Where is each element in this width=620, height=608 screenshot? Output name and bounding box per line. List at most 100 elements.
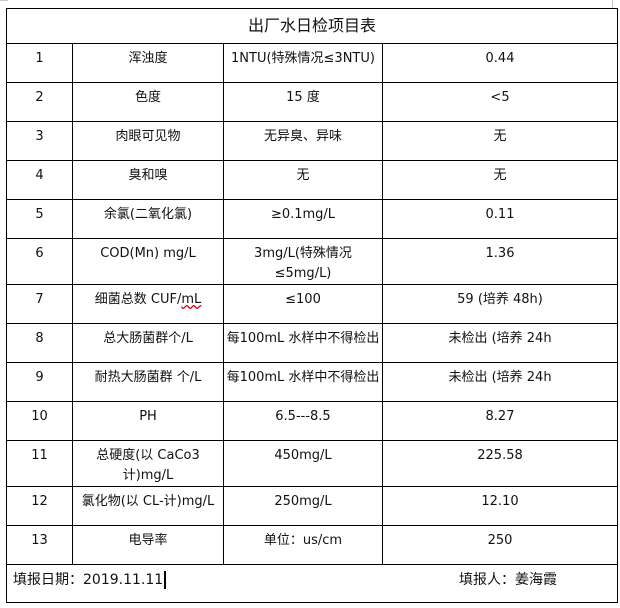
result-value[interactable]: 1.36 — [381, 238, 619, 285]
table-row: 4 臭和嗅 无 无 — [6, 160, 619, 200]
page-corner-mark — [612, 0, 613, 8]
result-value-text: 0.44 — [485, 51, 515, 66]
result-value[interactable]: 无 — [381, 160, 619, 200]
result-value[interactable]: 250 — [381, 525, 619, 565]
item-name[interactable]: 总硬度(以 CaCo3 计)mg/L — [72, 440, 224, 487]
row-number[interactable]: 12 — [6, 486, 73, 526]
result-value[interactable]: 59 (培养 48h) — [381, 284, 619, 324]
table-row: 5 余氯(二氧化氯) ≥0.1mg/L 0.11 — [6, 199, 619, 239]
unit-text: mL — [181, 292, 202, 307]
item-name[interactable]: 臭和嗅 — [72, 160, 224, 200]
row-number-text: 8 — [35, 331, 44, 346]
item-name[interactable]: 浑浊度 — [72, 43, 224, 83]
result-value-text: 12.10 — [481, 494, 519, 509]
row-number[interactable]: 5 — [6, 199, 73, 239]
item-name[interactable]: 细菌总数 CUF/mL — [72, 284, 224, 324]
standard-value[interactable]: 15 度 — [223, 82, 383, 122]
standard-value[interactable]: 每100mL 水样中不得检出 — [223, 323, 383, 363]
result-value[interactable]: <5 — [381, 82, 619, 122]
result-value[interactable]: 未检出 (培养 24h — [381, 362, 619, 402]
standard-value[interactable]: 无异臭、异味 — [223, 121, 383, 161]
result-value-text: 8.27 — [485, 409, 515, 424]
row-number[interactable]: 7 — [6, 284, 73, 324]
row-number[interactable]: 10 — [6, 401, 73, 441]
item-name[interactable]: PH — [72, 401, 224, 441]
result-value[interactable]: 未检出 (培养 24h — [381, 323, 619, 363]
table-row: 10 PH 6.5---8.5 8.27 — [6, 401, 619, 441]
standard-value-text: 3mg/L(特殊情况≤5mg/L) — [254, 246, 352, 281]
item-name-text: 氯化物(以 CL-计)mg/L — [81, 494, 215, 509]
row-number[interactable]: 4 — [6, 160, 73, 200]
result-value-text: 59 (培养 48h) — [457, 292, 543, 307]
item-name[interactable]: 总大肠菌群个/L — [72, 323, 224, 363]
table-row: 7 细菌总数 CUF/mL ≤100 59 (培养 48h) — [6, 284, 619, 324]
standard-value-text: 单位：us/cm — [263, 533, 343, 548]
item-name[interactable]: 电导率 — [72, 525, 224, 565]
standard-value[interactable]: 450mg/L — [223, 440, 383, 487]
result-value-text: 0.11 — [485, 207, 515, 222]
result-value-text: 250 — [487, 533, 513, 548]
row-number-text: 13 — [31, 533, 48, 548]
footer-row[interactable]: 填报日期：2019.11.11 填报人：姜海霞 — [5, 564, 619, 603]
item-name[interactable]: 氯化物(以 CL-计)mg/L — [72, 486, 224, 526]
result-value-text: 无 — [493, 129, 507, 144]
row-number-text: 7 — [35, 292, 44, 307]
item-name-text: 色度 — [134, 90, 161, 105]
result-value[interactable]: 8.27 — [381, 401, 619, 441]
item-name[interactable]: COD(Mn) mg/L — [72, 238, 224, 285]
row-number[interactable]: 9 — [6, 362, 73, 402]
standard-value[interactable]: 无 — [223, 160, 383, 200]
table-row: 2 色度 15 度 <5 — [6, 82, 619, 122]
row-number-text: 1 — [35, 51, 44, 66]
result-value[interactable]: 225.58 — [381, 440, 619, 487]
row-number[interactable]: 2 — [6, 82, 73, 122]
table-row: 13 电导率 单位：us/cm 250 — [6, 525, 619, 565]
row-number[interactable]: 13 — [6, 525, 73, 565]
result-value[interactable]: 12.10 — [381, 486, 619, 526]
standard-value[interactable]: 单位：us/cm — [223, 525, 383, 565]
standard-value[interactable]: 6.5---8.5 — [223, 401, 383, 441]
item-name-text: 总硬度(以 CaCo3 计)mg/L — [96, 448, 200, 483]
row-number-text: 3 — [35, 129, 44, 144]
standard-value-text: ≥0.1mg/L — [270, 207, 336, 222]
row-number-text: 2 — [35, 90, 44, 105]
standard-value-text: 每100mL 水样中不得检出 — [226, 331, 380, 346]
result-value-text: <5 — [490, 90, 510, 105]
table-row: 1 浑浊度 1NTU(特殊情况≤3NTU) 0.44 — [6, 43, 619, 83]
standard-value[interactable]: 1NTU(特殊情况≤3NTU) — [223, 43, 383, 83]
inspection-table: 出厂水日检项目表 1 浑浊度 1NTU(特殊情况≤3NTU) 0.44 2 色度 15 度 <… — [5, 8, 619, 603]
item-name-text: 总大肠菌群个/L — [103, 331, 193, 346]
row-number-text: 5 — [35, 207, 44, 222]
item-name-text: COD(Mn) mg/L — [100, 246, 196, 261]
result-value[interactable]: 无 — [381, 121, 619, 161]
standard-value-text: 6.5---8.5 — [275, 409, 331, 424]
standard-value[interactable]: 3mg/L(特殊情况≤5mg/L) — [223, 238, 383, 285]
result-value[interactable]: 0.44 — [381, 43, 619, 83]
standard-value[interactable]: 250mg/L — [223, 486, 383, 526]
standard-value-text: 250mg/L — [274, 494, 332, 509]
item-name-text: 臭和嗅 — [128, 168, 168, 183]
standard-value[interactable]: ≤100 — [223, 284, 383, 324]
result-value-text: 未检出 (培养 24h — [448, 331, 552, 346]
row-number[interactable]: 1 — [6, 43, 73, 83]
row-number[interactable]: 3 — [6, 121, 73, 161]
standard-value-text: 450mg/L — [274, 448, 332, 463]
item-name[interactable]: 余氯(二氧化氯) — [72, 199, 224, 239]
row-number[interactable]: 8 — [6, 323, 73, 363]
page-corner-mark — [0, 0, 8, 1]
item-name[interactable]: 肉眼可见物 — [72, 121, 224, 161]
result-value[interactable]: 0.11 — [381, 199, 619, 239]
standard-value-text: 无异臭、异味 — [263, 129, 342, 144]
standard-value[interactable]: 每100mL 水样中不得检出 — [223, 362, 383, 402]
standard-value[interactable]: ≥0.1mg/L — [223, 199, 383, 239]
row-number-text: 10 — [31, 409, 48, 424]
table-row: 3 肉眼可见物 无异臭、异味 无 — [6, 121, 619, 161]
reporter: 填报人：姜海霞 — [459, 572, 558, 588]
item-name[interactable]: 耐热大肠菌群 个/L — [72, 362, 224, 402]
row-number[interactable]: 6 — [6, 238, 73, 285]
row-number-text: 11 — [31, 448, 48, 463]
row-number[interactable]: 11 — [6, 440, 73, 487]
item-name[interactable]: 色度 — [72, 82, 224, 122]
table-row: 6 COD(Mn) mg/L 3mg/L(特殊情况≤5mg/L) 1.36 — [6, 238, 619, 285]
table-row: 12 氯化物(以 CL-计)mg/L 250mg/L 12.10 — [6, 486, 619, 526]
